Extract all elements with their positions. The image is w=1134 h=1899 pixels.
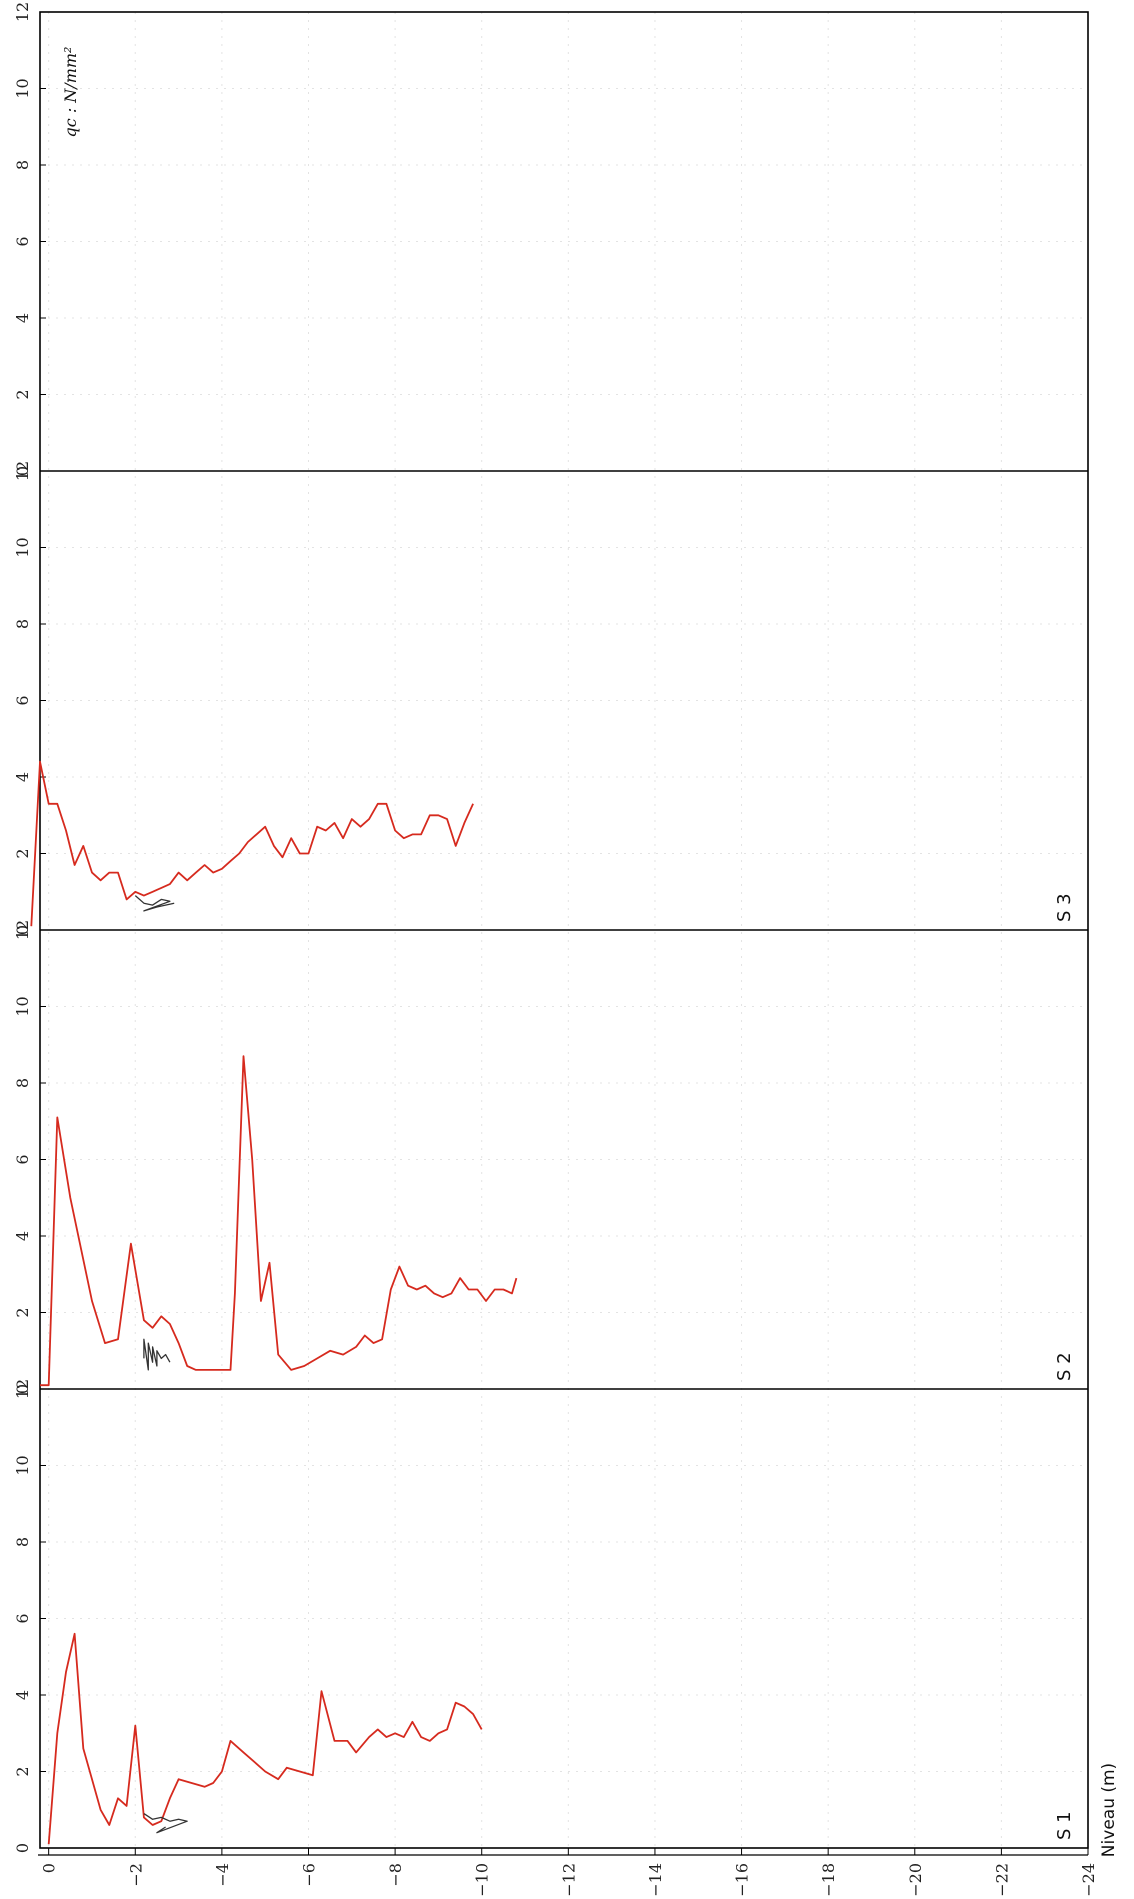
qc-tick-label: 6 [13, 1154, 32, 1164]
depth-tick-label: −8 [386, 1863, 405, 1887]
qc-tick-label: 8 [13, 160, 32, 170]
qc-tick-label: 0 [13, 466, 32, 476]
friction-line [143, 1338, 171, 1371]
depth-tick-label: −10 [473, 1863, 492, 1897]
qc-tick-label: 12 [13, 2, 32, 22]
panel-label: S 3 [1054, 893, 1075, 922]
qc-profile-line [47, 1632, 483, 1845]
depth-tick-label: −24 [1079, 1863, 1098, 1897]
qc-tick-label: 8 [13, 1078, 32, 1088]
qc-tick-label: 2 [13, 1307, 32, 1317]
depth-tick-label: −16 [733, 1863, 752, 1897]
depth-tick-label: −2 [126, 1863, 145, 1887]
qc-tick-label: 10 [13, 1455, 32, 1475]
depth-tick-label: −18 [819, 1863, 838, 1897]
qc-tick-label: 6 [13, 1613, 32, 1623]
panels [39, 11, 1089, 1849]
qc-tick-label: 2 [13, 1766, 32, 1776]
qc-tick-label: 8 [13, 619, 32, 629]
qc-tick-label: 4 [13, 772, 32, 782]
qc-tick-label: 12 [13, 1379, 32, 1399]
qc-profile-line [30, 760, 474, 927]
depth-tick-label: −14 [646, 1863, 665, 1897]
friction-line [143, 1813, 188, 1834]
depth-tick-label: −12 [559, 1863, 578, 1897]
qc-tick-label: 4 [13, 313, 32, 323]
qc-tick-label: 12 [13, 461, 32, 481]
depth-axis: 0 −2 −4 −6 −8 −10 −12 −14 −16 −18 −20 −22 −24 [38, 1848, 1098, 1897]
qc-tick-label: 0 [13, 1843, 32, 1853]
qc-tick-label: 10 [13, 78, 32, 98]
series-layer [30, 760, 518, 1845]
depth-tick-label: −22 [992, 1863, 1011, 1897]
panel-labels: S 1 S 2 S 3 [1054, 893, 1075, 1840]
depth-tick-label: −20 [906, 1863, 925, 1897]
qc-profile-line [40, 1055, 518, 1387]
qc-tick-label: 2 [13, 848, 32, 858]
panel-label: S 1 [1054, 1811, 1075, 1840]
qc-tick-label: 10 [13, 996, 32, 1016]
qc-unit-label: qc : N/mm² [61, 47, 80, 138]
qc-tick-label: 6 [13, 236, 32, 246]
qc-tick-label: 2 [13, 389, 32, 399]
panel-label: S 2 [1054, 1352, 1075, 1381]
qc-tick-label: 10 [13, 537, 32, 557]
depth-tick-label: −4 [213, 1863, 232, 1887]
qc-tick-label: 4 [13, 1231, 32, 1241]
qc-tick-label: 0 [13, 1384, 32, 1394]
friction-line [134, 895, 175, 912]
qc-tick-label: 12 [13, 920, 32, 940]
depth-tick-label: 0 [40, 1863, 59, 1873]
qc-tick-label: 0 [13, 925, 32, 935]
qc-tick-label: 4 [13, 1690, 32, 1700]
qc-tick-label: 8 [13, 1537, 32, 1547]
qc-tick-label: 6 [13, 695, 32, 705]
y-axis-label: Niveau (m) [1099, 1763, 1119, 1857]
grid-lines [40, 12, 1089, 1848]
depth-tick-label: −6 [299, 1863, 318, 1887]
